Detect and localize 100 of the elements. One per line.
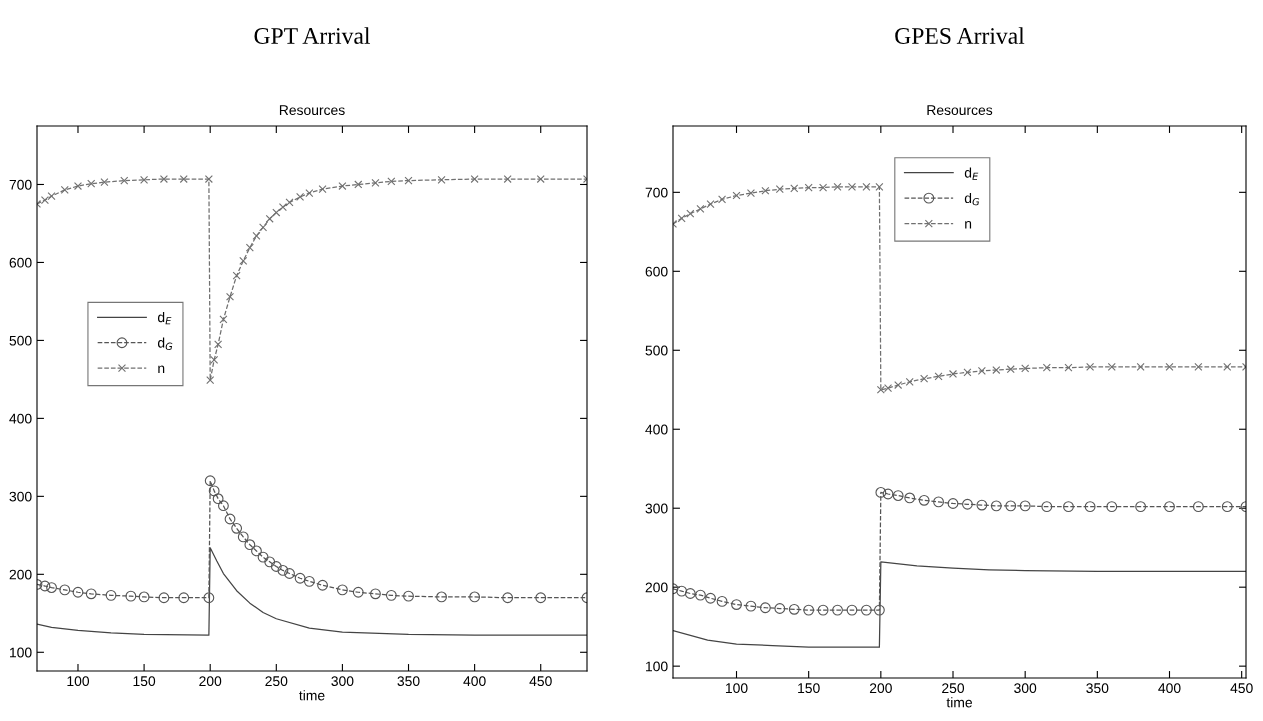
point [716,595,728,607]
line-series [37,547,587,636]
point [219,315,228,324]
x-tick-label: 100 [67,676,90,687]
point [1164,501,1175,513]
y-tick-label: 400 [9,413,32,424]
point [239,256,248,265]
point [158,592,170,604]
x-tick-label: 450 [1230,683,1253,694]
point [1106,501,1118,513]
point [775,185,784,194]
point [1042,363,1051,372]
point [214,340,223,349]
point [208,485,220,497]
point [1021,364,1030,373]
point [138,591,150,603]
point [875,182,884,191]
point [1135,501,1147,513]
point [677,214,686,223]
legend-label: d$_{G}$ [157,337,173,350]
point [875,487,887,498]
point [1005,500,1017,512]
point [437,175,446,184]
point [1165,362,1174,371]
point [218,500,229,512]
point [882,488,894,500]
point [231,522,243,534]
point [178,592,190,604]
point [904,492,916,504]
point [977,366,986,375]
point [1019,500,1031,512]
legend-label: n [965,220,972,229]
point [125,590,137,602]
point [204,174,213,184]
point [1194,362,1203,371]
point [403,590,414,602]
point [873,604,885,616]
x-tick-label: 100 [725,683,748,694]
y-tick-label: 300 [645,503,668,514]
point [404,176,413,185]
y-tick-label: 200 [9,569,32,580]
point [305,189,314,198]
point [948,369,958,378]
point [270,561,282,572]
point [847,182,856,191]
point [705,592,716,604]
point [210,355,219,364]
point [1136,362,1145,371]
point [72,586,84,598]
point [259,223,268,232]
point [892,490,904,501]
point [226,292,235,301]
point [354,180,363,189]
x-tick-label: 150 [798,683,820,694]
point [371,178,380,187]
y-tick-label: 100 [10,647,32,658]
point [385,589,397,601]
point [759,602,771,614]
x-tick-label: 200 [199,676,222,687]
x-axis-title: time [946,697,972,708]
point [535,592,547,604]
point [46,582,57,593]
point [264,556,276,568]
point [265,214,274,223]
chart-subtitle: Resources [927,105,993,116]
point [1006,365,1015,374]
point [120,176,129,185]
point [933,496,944,508]
chart-title: GPT Arrival [254,27,371,44]
point [224,513,236,525]
point [819,183,828,192]
point [1064,363,1073,372]
x-tick-label: 350 [1086,683,1109,694]
point [894,380,903,390]
point [860,604,872,616]
legend-label: d$_{G}$ [964,192,980,206]
point [696,204,705,213]
point [774,603,786,614]
y-tick-label: 700 [645,187,668,198]
point [817,604,829,616]
point [1221,501,1233,513]
point [237,531,249,543]
y-tick-label: 600 [645,266,668,277]
point [244,539,256,551]
y-tick-label: 500 [9,335,32,346]
x-tick-label: 250 [942,683,965,694]
point [470,174,479,184]
point [1084,501,1096,513]
y-tick-label: 400 [645,424,668,435]
point [159,174,168,184]
point [992,365,1001,375]
point [60,185,69,194]
y-tick-label: 700 [9,179,32,190]
point [832,604,843,616]
x-tick-label: 300 [331,676,354,687]
point [206,376,215,385]
point [1107,362,1116,371]
x-tick-label: 300 [1014,683,1037,694]
point [59,584,71,596]
x-axis-title: time [299,690,325,701]
